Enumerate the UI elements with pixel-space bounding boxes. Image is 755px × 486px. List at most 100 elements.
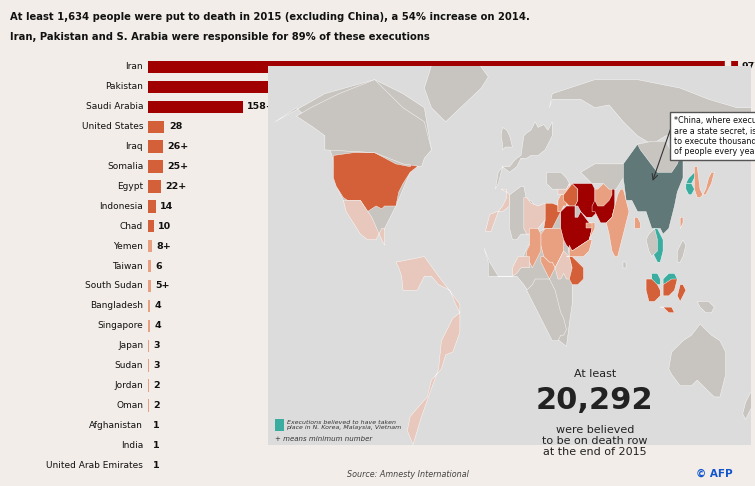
Text: 22+: 22+ (165, 182, 186, 191)
Text: 14: 14 (160, 202, 174, 211)
Polygon shape (595, 184, 612, 206)
Text: 25+: 25+ (167, 162, 188, 171)
Polygon shape (501, 127, 513, 150)
Bar (147, 81, 344, 93)
Text: 977+: 977+ (742, 63, 755, 71)
Polygon shape (703, 173, 714, 195)
Bar (147, 101, 243, 113)
Text: at the end of 2015: at the end of 2015 (543, 448, 647, 457)
Polygon shape (635, 217, 640, 228)
Polygon shape (646, 279, 661, 301)
Polygon shape (652, 274, 661, 285)
Bar (147, 360, 149, 372)
Text: Iran: Iran (125, 63, 143, 71)
Polygon shape (697, 301, 714, 312)
Text: Sudan: Sudan (115, 361, 143, 370)
Text: United States: United States (82, 122, 143, 131)
Bar (147, 121, 165, 133)
Polygon shape (484, 206, 572, 347)
Polygon shape (424, 57, 488, 122)
Polygon shape (680, 217, 683, 228)
Text: Somalia: Somalia (107, 162, 143, 171)
Text: Yemen: Yemen (113, 242, 143, 251)
Bar (147, 380, 149, 392)
Polygon shape (677, 240, 686, 262)
Polygon shape (544, 203, 561, 228)
Polygon shape (524, 198, 545, 234)
Text: 1: 1 (153, 461, 159, 469)
Text: 3: 3 (154, 341, 160, 350)
Text: 2: 2 (153, 381, 160, 390)
Text: 3: 3 (154, 361, 160, 370)
Polygon shape (547, 173, 569, 189)
Polygon shape (624, 262, 626, 268)
Text: 5+: 5+ (155, 281, 169, 291)
Polygon shape (592, 184, 615, 223)
Polygon shape (569, 240, 592, 257)
Text: Iran, Pakistan and S. Arabia were responsible for 89% of these executions: Iran, Pakistan and S. Arabia were respon… (10, 32, 430, 42)
Polygon shape (558, 195, 566, 211)
Polygon shape (561, 206, 592, 251)
Bar (147, 61, 738, 73)
Polygon shape (663, 279, 677, 296)
Polygon shape (661, 307, 674, 312)
Text: to be on death row: to be on death row (542, 436, 648, 446)
Polygon shape (558, 200, 564, 211)
Bar (275, 419, 284, 431)
Text: 326: 326 (349, 82, 368, 91)
Text: 1: 1 (153, 421, 159, 430)
Bar (147, 260, 151, 272)
Text: 26+: 26+ (168, 142, 189, 151)
Bar (147, 220, 153, 232)
Text: Egypt: Egypt (117, 182, 143, 191)
Polygon shape (550, 80, 751, 156)
Text: + means minimum number: + means minimum number (275, 436, 372, 442)
Text: Singapore: Singapore (97, 321, 143, 330)
Polygon shape (541, 257, 555, 279)
Text: Oman: Oman (116, 401, 143, 410)
Polygon shape (589, 223, 595, 240)
Text: South Sudan: South Sudan (85, 281, 143, 291)
Text: Source: Amnesty International: Source: Amnesty International (347, 469, 469, 479)
Text: Indonesia: Indonesia (100, 202, 143, 211)
Text: Executions believed to have taken
place in N. Korea, Malaysia, Vietnam: Executions believed to have taken place … (286, 419, 402, 431)
Text: Iraq: Iraq (125, 142, 143, 151)
Polygon shape (581, 164, 624, 189)
Polygon shape (510, 186, 538, 240)
Polygon shape (652, 228, 663, 262)
Text: 28: 28 (169, 122, 182, 131)
Text: Jordan: Jordan (115, 381, 143, 390)
Bar (147, 240, 153, 252)
Text: 1: 1 (153, 441, 159, 450)
Text: Japan: Japan (118, 341, 143, 350)
Polygon shape (575, 206, 581, 217)
Text: 20,292: 20,292 (536, 386, 654, 415)
Polygon shape (606, 189, 629, 257)
Text: 158+: 158+ (248, 102, 275, 111)
Polygon shape (663, 274, 677, 285)
Text: Taiwan: Taiwan (112, 261, 143, 271)
Polygon shape (334, 153, 418, 211)
Text: At least: At least (574, 369, 616, 379)
Polygon shape (297, 80, 431, 167)
Polygon shape (669, 324, 726, 397)
Polygon shape (555, 251, 572, 279)
Bar (147, 200, 156, 212)
Polygon shape (396, 257, 460, 445)
Text: At least 1,634 people were put to death in 2015 (excluding China), a 54% increas: At least 1,634 people were put to death … (10, 12, 530, 22)
Text: 4: 4 (154, 301, 161, 311)
Polygon shape (513, 257, 529, 276)
Text: 4: 4 (154, 321, 161, 330)
Polygon shape (527, 228, 541, 268)
Bar (147, 399, 149, 412)
Text: United Arab Emirates: United Arab Emirates (46, 461, 143, 469)
Polygon shape (743, 391, 755, 419)
Polygon shape (695, 167, 703, 198)
Bar (147, 300, 150, 312)
Polygon shape (686, 184, 695, 195)
Polygon shape (527, 279, 566, 341)
Text: 6: 6 (156, 261, 162, 271)
Polygon shape (646, 228, 658, 257)
Polygon shape (566, 257, 584, 285)
Polygon shape (637, 141, 680, 173)
